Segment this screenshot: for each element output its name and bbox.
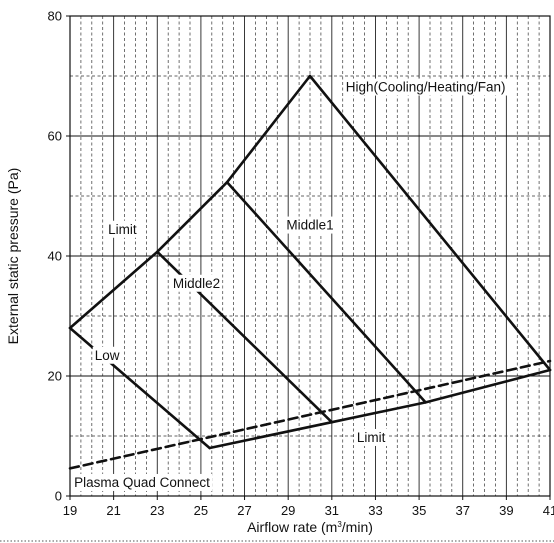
annotation-low: Low [92, 346, 122, 364]
x-tick-label: 35 [412, 503, 426, 518]
annotation-label: Plasma Quad Connect [74, 475, 210, 490]
series-line-plasma-quad-connect [68, 359, 552, 470]
series-line-low [68, 326, 211, 450]
x-tick-label: 37 [455, 503, 469, 518]
x-axis-label: Airflow rate (m3/min) [247, 519, 373, 535]
annotation-background [343, 78, 508, 96]
x-tick-label: 33 [368, 503, 382, 518]
y-tick-label: 20 [48, 369, 62, 384]
annotation-background [72, 473, 213, 491]
annotation-limit: Limit [354, 428, 388, 446]
series-line-middle1 [225, 180, 427, 404]
axis-ticks: 19 21 23 25 27 29 31 33 35 37 39 41 0 20 40 60 80 [48, 9, 554, 519]
annotation-label: Middle2 [173, 276, 220, 291]
x-tick-label: 23 [150, 503, 164, 518]
x-tick-label: 39 [499, 503, 513, 518]
x-tick-label: 25 [194, 503, 208, 518]
annotation-background [170, 274, 223, 292]
annotation-background [284, 216, 336, 234]
series-line-high-cooling-heating-fan [308, 74, 552, 372]
x-tick-label: 19 [63, 503, 77, 518]
series-lines [68, 74, 552, 470]
annotation-label: Low [95, 348, 120, 363]
annotation-background [106, 220, 139, 238]
x-tick-label: 31 [325, 503, 339, 518]
series-line-limit [68, 74, 312, 330]
annotation-limit: Limit [106, 220, 139, 238]
annotations: High(Cooling/Heating/Fan) Middle1 Middle2 L… [72, 78, 508, 491]
annotation-high-cooling-heating-fan: High(Cooling/Heating/Fan) [343, 78, 508, 96]
y-tick-label: 60 [48, 129, 62, 144]
annotation-middle2: Middle2 [170, 274, 223, 292]
y-tick-label: 0 [55, 489, 62, 504]
annotation-label: Limit [357, 430, 386, 445]
x-tick-label: 21 [106, 503, 120, 518]
x-tick-label: 29 [281, 503, 295, 518]
annotation-plasma-quad-connect: Plasma Quad Connect [72, 473, 213, 491]
annotation-background [92, 346, 122, 364]
annotation-middle1: Middle1 [284, 216, 336, 234]
y-axis-label: External static pressure (Pa) [5, 168, 21, 345]
series-line-limit [208, 368, 552, 450]
x-tick-label: 41 [543, 503, 554, 518]
grid [70, 16, 550, 496]
annotation-label: Middle1 [286, 218, 333, 233]
x-tick-label: 27 [237, 503, 251, 518]
y-tick-label: 80 [48, 9, 62, 24]
annotation-label: High(Cooling/Heating/Fan) [346, 80, 506, 95]
y-tick-label: 40 [48, 249, 62, 264]
annotation-label: Limit [108, 222, 137, 237]
annotation-background [354, 428, 388, 446]
